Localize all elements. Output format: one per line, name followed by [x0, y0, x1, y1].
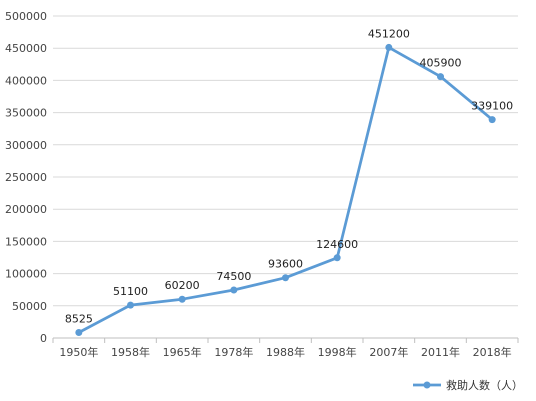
data-point — [178, 295, 186, 303]
y-tick-label: 50000 — [12, 300, 47, 313]
y-axis-ticks: 0 50000 100000 150000 200000 250000 300000 3500… — [5, 10, 47, 345]
x-tick-label: 2007年 — [369, 345, 408, 359]
data-point — [437, 73, 444, 81]
legend: 救助人数（人） — [413, 378, 523, 392]
data-point — [333, 254, 341, 262]
x-axis-ticks: 1950年 1958年 1965年 1978年 1988年 1998年 2007年 2011年… — [52, 338, 519, 359]
y-tick-label: 200000 — [5, 203, 47, 216]
data-point — [127, 301, 134, 309]
x-tick-label: 1988年 — [266, 345, 305, 359]
x-tick-label: 2018年 — [473, 345, 512, 359]
legend-label: 救助人数（人） — [446, 378, 523, 392]
data-labels: 8525 51100 60200 74500 93600 124600 451200 4059… — [65, 27, 513, 325]
data-label: 405900 — [420, 57, 462, 70]
data-point — [230, 286, 238, 294]
y-tick-label: 150000 — [5, 235, 47, 248]
y-tick-label: 350000 — [5, 107, 47, 120]
legend-marker — [423, 381, 431, 389]
x-tick-label: 1958年 — [111, 345, 150, 359]
x-tick-label: 1978年 — [214, 345, 253, 359]
data-point — [385, 43, 393, 51]
data-point — [282, 274, 289, 282]
x-tick-label: 1965年 — [163, 345, 202, 359]
y-tick-label: 100000 — [5, 268, 47, 281]
x-tick-label: 1950年 — [59, 345, 98, 359]
y-tick-label: 500000 — [5, 10, 47, 23]
y-tick-label: 300000 — [5, 139, 47, 152]
data-label: 8525 — [65, 313, 93, 326]
y-tick-label: 250000 — [5, 171, 47, 184]
x-tick-label: 1998年 — [318, 345, 357, 359]
data-point — [75, 329, 83, 337]
data-point — [488, 116, 496, 124]
data-label: 124600 — [316, 238, 358, 251]
y-tick-label: 450000 — [5, 42, 47, 55]
y-tick-label: 0 — [40, 332, 47, 345]
x-tick-label: 2011年 — [421, 345, 460, 359]
data-label: 451200 — [368, 27, 410, 40]
data-label: 60200 — [165, 279, 200, 292]
data-label: 339100 — [471, 100, 513, 113]
data-label: 51100 — [113, 285, 148, 298]
data-label: 74500 — [216, 270, 251, 283]
data-label: 93600 — [268, 258, 303, 271]
series-救助人数 — [75, 43, 496, 337]
y-tick-label: 400000 — [5, 74, 47, 87]
